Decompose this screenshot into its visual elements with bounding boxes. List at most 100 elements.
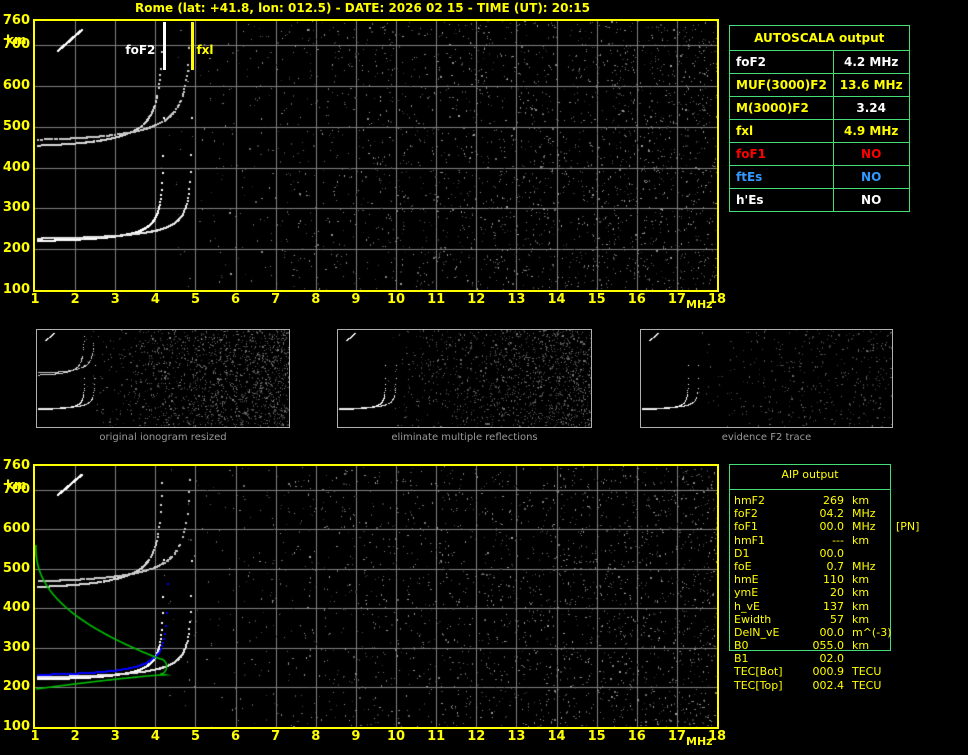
y-tick-label: 300 (2, 639, 30, 655)
aip-row: foE 0.7 MHz (734, 560, 964, 573)
aip-extra-2: [PN] (896, 520, 920, 534)
x-tick-label: 10 (387, 729, 406, 744)
y-tick-label: 760 (2, 458, 30, 473)
aip-param-10: DelN_vE (734, 625, 780, 639)
autoscala-row: foF2 4.2 MHz (729, 50, 910, 74)
x-tick-label: 9 (351, 292, 361, 307)
autoscala-param-4: foF1 (729, 142, 834, 166)
ionogram-profile-plot[interactable] (33, 464, 719, 729)
aip-row: TEC[Top] 002.4 TECU (734, 679, 964, 692)
x-tick-label: 17 (667, 729, 686, 744)
aip-param-9: Ewidth (734, 612, 772, 626)
aip-unit-6: km (852, 573, 870, 587)
thumbnail-original-canvas (37, 330, 289, 427)
aip-row: Ewidth 57 km (734, 613, 964, 626)
x-tick-label: 16 (627, 292, 646, 307)
aip-param-12: B1 (734, 652, 749, 666)
aip-param-2: foF1 (734, 520, 758, 534)
aip-row: hmE 110 km (734, 573, 964, 586)
autoscala-value-1: 13.6 MHz (832, 73, 910, 97)
aip-unit-7: km (852, 586, 870, 600)
aip-unit-3: km (852, 533, 870, 547)
aip-unit-14: TECU (852, 678, 882, 692)
aip-param-4: D1 (734, 546, 750, 560)
x-tick-label: 11 (427, 729, 446, 744)
aip-param-3: hmF1 (734, 533, 766, 547)
x-tick-label: 14 (547, 729, 566, 744)
aip-value-3: --- (832, 533, 844, 547)
x-tick-label: 6 (231, 729, 241, 744)
autoscala-row: M(3000)F2 3.24 (729, 96, 910, 120)
autoscala-value-6: NO (832, 188, 910, 212)
aip-param-5: foE (734, 559, 752, 573)
y-tick-label: 200 (2, 241, 30, 257)
aip-unit-13: TECU (852, 665, 882, 679)
thumbnail-no-multiples[interactable] (337, 329, 592, 428)
aip-value-13: 000.9 (812, 665, 845, 679)
autoscala-row: MUF(3000)F2 13.6 MHz (729, 73, 910, 97)
thumbnail-original[interactable] (36, 329, 290, 428)
aip-row: TEC[Bot] 000.9 TECU (734, 665, 964, 678)
x-tick-label: 11 (427, 292, 446, 307)
x-tick-label: 2 (70, 292, 80, 307)
aip-output-rows: hmF2 269 km foF2 04.2 MHz foF1 00.0 MHz [PN] hmF1 -… (734, 494, 964, 692)
autoscala-row: h'Es NO (729, 188, 910, 212)
x-tick-label: 8 (311, 292, 321, 307)
aip-unit-2: MHz (852, 520, 876, 534)
autoscala-param-0: foF2 (729, 50, 834, 74)
aip-param-1: foF2 (734, 507, 758, 521)
aip-output-panel (729, 464, 891, 651)
aip-param-13: TEC[Bot] (734, 665, 783, 679)
x-tick-label: 14 (547, 292, 566, 307)
aip-param-0: hmF2 (734, 494, 766, 507)
y-tick-label: 600 (2, 78, 30, 94)
x-tick-label: 17 (667, 292, 686, 307)
aip-param-6: hmE (734, 573, 759, 587)
x-tick-label: 1 (30, 729, 40, 744)
aip-unit-1: MHz (852, 507, 876, 521)
autoscala-row: ftEs NO (729, 165, 910, 189)
aip-value-9: 57 (830, 612, 844, 626)
aip-row: foF2 04.2 MHz (734, 507, 964, 520)
aip-value-11: 055.0 (812, 639, 845, 653)
autoscala-param-3: fxl (729, 119, 834, 143)
aip-unit-8: km (852, 599, 870, 613)
x-tick-label: 8 (311, 729, 321, 744)
x-tick-label: 3 (110, 729, 120, 744)
aip-unit-9: km (852, 612, 870, 626)
x-tick-label: 12 (467, 729, 486, 744)
aip-row: hmF1 --- km (734, 534, 964, 547)
aip-row: h_vE 137 km (734, 600, 964, 613)
x-tick-label: 9 (351, 729, 361, 744)
aip-row: D1 00.0 (734, 547, 964, 560)
y-tick-label: 100 (2, 719, 30, 734)
y-tick-label: 300 (2, 200, 30, 216)
autoscala-param-2: M(3000)F2 (729, 96, 834, 120)
aip-value-10: 00.0 (819, 625, 845, 639)
y-axis-unit-label: km (6, 478, 27, 492)
autoscala-value-5: NO (832, 165, 910, 189)
aip-row: B1 02.0 (734, 652, 964, 665)
x-tick-label: 12 (467, 292, 486, 307)
aip-title-divider (730, 489, 890, 490)
ionogram-profile-canvas (35, 466, 717, 727)
ionogram-main-plot[interactable] (33, 19, 719, 292)
x-tick-label: 15 (587, 729, 606, 744)
aip-param-7: ymE (734, 586, 759, 600)
thumbnail-f2-trace[interactable] (640, 329, 893, 428)
x-tick-label: 15 (587, 292, 606, 307)
autoscala-row: foF1 NO (729, 142, 910, 166)
thumbnail-f2-trace-caption: evidence F2 trace (721, 432, 812, 443)
autoscala-value-3: 4.9 MHz (832, 119, 910, 143)
aip-value-14: 002.4 (812, 678, 845, 692)
autoscala-row: fxl 4.9 MHz (729, 119, 910, 143)
aip-value-1: 04.2 (819, 507, 845, 521)
autoscala-title: AUTOSCALA output (729, 25, 910, 51)
y-tick-label: 600 (2, 521, 30, 537)
autoscala-param-1: MUF(3000)F2 (729, 73, 834, 97)
x-tick-label: 3 (110, 292, 120, 307)
aip-unit-0: km (852, 494, 870, 507)
y-tick-label: 700 (2, 481, 30, 497)
thumbnail-original-caption: original ionogram resized (99, 432, 227, 443)
y-tick-label: 500 (2, 118, 30, 134)
